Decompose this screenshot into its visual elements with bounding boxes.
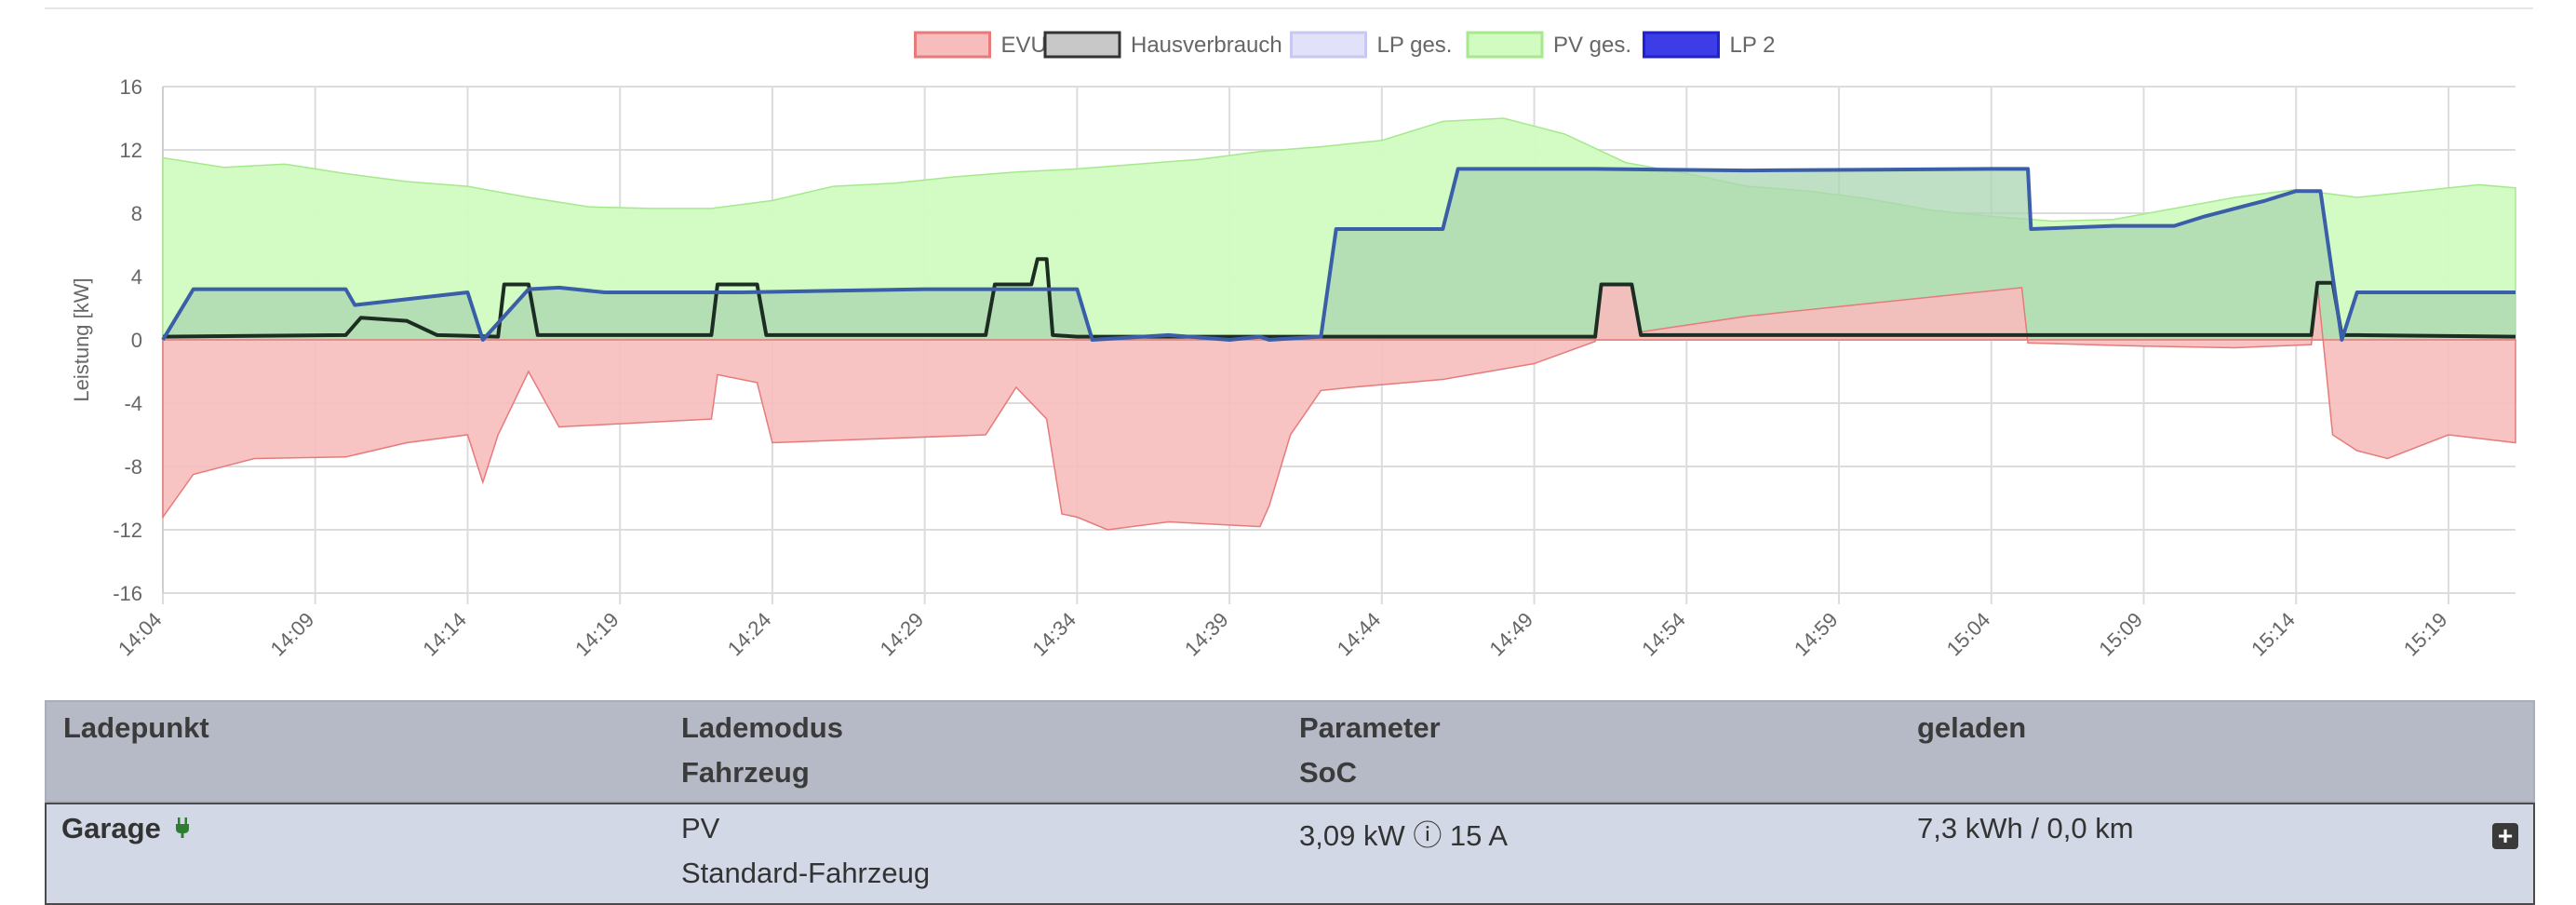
y-tick-label: -16 (113, 582, 142, 605)
y-tick-label: 4 (131, 265, 142, 289)
chargepoint-name-cell: Garage (61, 812, 191, 847)
x-tick-label: 14:14 (418, 608, 471, 661)
table-row[interactable]: Garage PV Standard-Fahrzeug 3,09 kW ⓘ 15… (45, 803, 2535, 905)
legend-swatch-hausverbrauch (1043, 31, 1121, 59)
x-tick-label: 14:29 (876, 608, 929, 661)
x-tick-label: 14:24 (723, 608, 776, 661)
power-chart: 16 12 8 4 0 -4 -8 -12 -16 14:04 14:09 14:14 14:19 14:… (70, 31, 2516, 661)
y-tick-label: 12 (120, 139, 142, 162)
legend-label-lp-ges: LP ges. (1377, 33, 1453, 58)
legend-label-evu: EVU (1001, 33, 1047, 58)
plug-icon (174, 814, 191, 847)
y-tick-label: 8 (131, 202, 142, 225)
charge-parameter: 3,09 kW ⓘ 15 A (1299, 819, 1508, 852)
x-tick-label: 14:44 (1333, 608, 1386, 661)
charge-point-table: Ladepunkt Lademodus Fahrzeug Parameter S… (45, 700, 2535, 905)
y-tick-label: -8 (124, 455, 142, 479)
header-ladepunkt: Ladepunkt (63, 711, 209, 744)
power-chart-svg: 16 12 8 4 0 -4 -8 -12 -16 14:04 14:09 14:14 14:19 14:… (70, 31, 2516, 661)
x-tick-label: 14:54 (1637, 608, 1690, 661)
y-tick-label: 16 (120, 75, 142, 99)
legend-label-lp-2: LP 2 (1730, 33, 1776, 58)
legend-swatch-pv-ges (1466, 31, 1544, 59)
plus-square-icon[interactable]: + (2492, 823, 2518, 849)
x-tick-label: 15:09 (2094, 608, 2147, 661)
top-divider (45, 7, 2533, 9)
charged-amount: 7,3 kWh / 0,0 km (1917, 812, 2134, 844)
x-tick-label: 15:04 (1942, 608, 1995, 661)
vehicle-name: Standard-Fahrzeug (681, 857, 931, 889)
header-geladen: geladen (1917, 711, 2027, 744)
x-tick-label: 14:59 (1790, 608, 1843, 661)
x-tick-label: 14:49 (1484, 608, 1537, 661)
x-tick-label: 15:14 (2247, 608, 2300, 661)
legend-swatch-evu (914, 31, 991, 59)
header-parameter: Parameter (1299, 711, 1441, 744)
header-lademodus: Lademodus (681, 711, 843, 744)
header-soc: SoC (1299, 756, 1357, 789)
series-line-lp-2 (161, 167, 2516, 342)
x-tick-label: 14:19 (570, 608, 624, 661)
header-fahrzeug: Fahrzeug (681, 756, 810, 789)
y-axis-title: Leistung [kW] (70, 277, 93, 401)
chargepoint-name: Garage (61, 812, 161, 844)
legend-swatch-lp-2 (1643, 31, 1720, 59)
legend-label-pv-ges: PV ges. (1553, 33, 1631, 58)
legend-label-hausverbrauch: Hausverbrauch (1131, 33, 1282, 58)
y-tick-label: -12 (113, 519, 142, 542)
table-header: Ladepunkt Lademodus Fahrzeug Parameter S… (45, 700, 2535, 803)
legend-swatch-lp-ges (1290, 31, 1367, 59)
y-tick-label: 0 (131, 329, 142, 352)
y-tick-label: -4 (124, 392, 142, 415)
x-tick-label: 14:39 (1180, 608, 1233, 661)
charge-mode: PV (681, 812, 720, 844)
x-tick-label: 14:34 (1027, 608, 1080, 661)
x-tick-label: 15:19 (2399, 608, 2452, 661)
x-tick-label: 14:09 (266, 608, 319, 661)
x-tick-label: 14:04 (114, 608, 167, 661)
